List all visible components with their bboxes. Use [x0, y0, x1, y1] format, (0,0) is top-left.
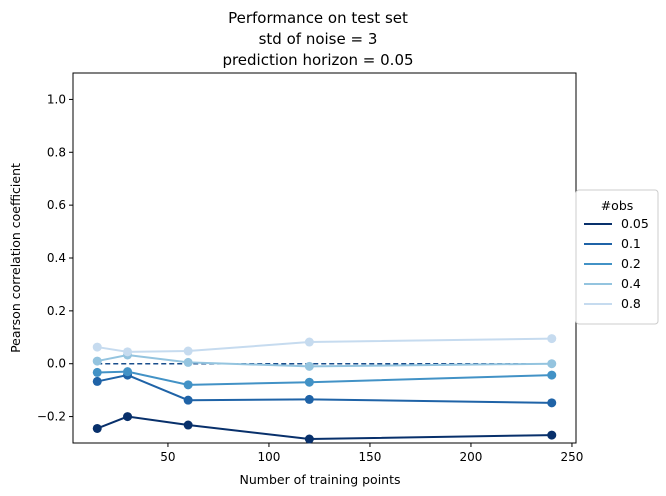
series-line	[97, 353, 552, 368]
data-point	[183, 380, 193, 390]
x-tick-label: 100	[257, 450, 280, 464]
legend-label: 0.2	[621, 256, 641, 271]
data-point	[92, 423, 102, 433]
legend-label: 0.8	[621, 296, 641, 311]
plot-frame	[72, 72, 577, 444]
data-point	[183, 420, 193, 430]
data-point	[123, 347, 133, 357]
chart-title-line-1: Performance on test set	[228, 9, 408, 27]
plot-area: 50 100 150 200 250 −0.2 0.0 0.2 0.4 0.6 0.8 1.0	[37, 72, 584, 464]
data-point	[547, 370, 557, 380]
data-point	[92, 376, 102, 386]
legend-label: 0.05	[621, 216, 649, 231]
y-axis-label: Pearson correlation coefficient	[8, 163, 23, 353]
data-point	[183, 346, 193, 356]
data-point	[547, 398, 557, 408]
chart-title-line-2: std of noise = 3	[259, 30, 378, 48]
y-tick-label: 0.8	[47, 145, 66, 159]
series-0-4	[92, 350, 557, 371]
data-point	[547, 359, 557, 369]
chart-title-line-3: prediction horizon = 0.05	[222, 51, 413, 69]
legend: #obs 0.05 0.1 0.2 0.4 0.8	[575, 189, 659, 325]
y-tick-label: 0.6	[47, 198, 66, 212]
x-tick-label: 250	[561, 450, 584, 464]
series-line	[97, 337, 552, 353]
data-point	[123, 412, 133, 422]
data-point	[92, 356, 102, 366]
y-tick-label: 0.4	[47, 251, 66, 265]
data-point	[304, 361, 314, 371]
series-line	[97, 370, 552, 386]
data-point	[304, 434, 314, 444]
x-tick-label: 50	[160, 450, 175, 464]
data-point	[92, 367, 102, 377]
data-point	[183, 357, 193, 367]
data-point	[304, 337, 314, 347]
y-tick-label: −0.2	[37, 410, 66, 424]
data-point	[304, 377, 314, 387]
data-point	[123, 367, 133, 377]
y-tick-label: 0.2	[47, 304, 66, 318]
data-point	[183, 395, 193, 405]
data-point	[92, 342, 102, 352]
legend-title: #obs	[601, 198, 634, 213]
series-line	[96, 415, 552, 441]
data-point	[304, 394, 314, 404]
x-axis-label: Number of training points	[240, 472, 401, 487]
data-point	[547, 334, 557, 344]
series-0-8	[92, 334, 557, 357]
y-tick-label: 1.0	[47, 92, 66, 106]
series-0-05	[92, 412, 557, 444]
y-tick-label: 0.0	[47, 357, 66, 371]
series-0-2	[92, 367, 557, 390]
chart-title: Performance on test set std of noise = 3…	[222, 9, 413, 69]
x-tick-label: 200	[460, 450, 483, 464]
data-point	[547, 430, 557, 440]
legend-label: 0.1	[621, 236, 641, 251]
legend-label: 0.4	[621, 276, 641, 291]
x-tick-label: 150	[358, 450, 381, 464]
